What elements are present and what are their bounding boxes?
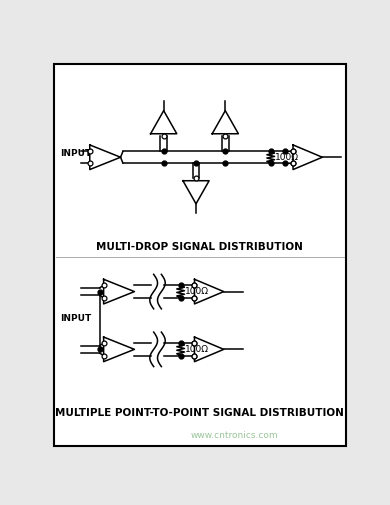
Text: INPUT: INPUT — [60, 314, 91, 323]
Text: 100Ω: 100Ω — [184, 287, 209, 296]
Text: MULTIPLE POINT-TO-POINT SIGNAL DISTRIBUTION: MULTIPLE POINT-TO-POINT SIGNAL DISTRIBUT… — [55, 408, 344, 418]
Text: INPUT: INPUT — [60, 149, 91, 158]
Text: 100Ω: 100Ω — [184, 345, 209, 354]
Text: 100Ω: 100Ω — [275, 153, 300, 162]
Text: MULTI-DROP SIGNAL DISTRIBUTION: MULTI-DROP SIGNAL DISTRIBUTION — [96, 242, 303, 252]
Text: www.cntronics.com: www.cntronics.com — [191, 431, 278, 440]
FancyBboxPatch shape — [53, 65, 346, 445]
